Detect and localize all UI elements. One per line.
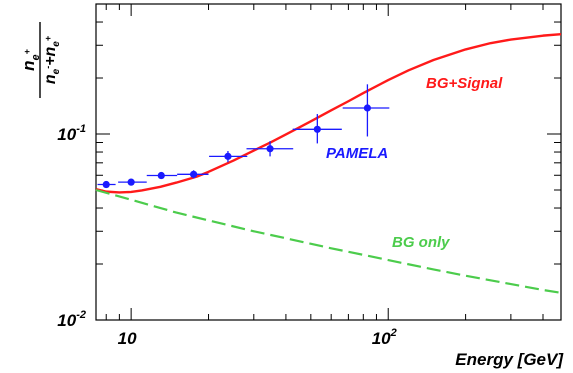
y-tick-label-base: 10 [57,311,76,330]
y-label-num-sup: + [22,48,32,54]
pamela-point [266,145,274,153]
x-tick-label-exponent: 2 [390,327,397,339]
pamela-point [102,180,110,189]
bg-only-line [95,188,562,294]
y-label-num-sub: e [30,54,42,60]
x-tick-label: 102 [372,327,397,348]
pamela-point [157,171,165,180]
pamela-point [190,170,198,178]
x-axis-label: Energy [GeV] [455,350,564,369]
y-tick-label: 10-2 [57,309,86,330]
y-tick-label-exponent: -1 [76,123,86,135]
x-tick-label: 10 [118,329,137,348]
x-tick-label-base: 10 [118,329,137,348]
plot-frame [95,3,562,321]
pamela-point [127,178,135,186]
y-tick-label-exponent: -2 [76,309,86,321]
series-group [95,33,562,294]
bg-signal-line [95,33,562,194]
y-label-den-plus: + [42,56,59,65]
pamela-points [97,84,390,189]
x-tick-label-base: 10 [372,329,391,348]
y-label-den-a-sub: e [51,68,62,74]
y-label-den-a-sup: - [43,66,53,69]
y-label-den-b-sup: + [43,35,53,41]
pamela-point [363,104,372,112]
pamela-point [224,152,232,160]
annotation-bg-signal: BG+Signal [426,75,503,92]
y-label-den-b: n [42,46,59,56]
pamela-point [313,125,321,133]
y-label-den-a: n [42,74,59,84]
y-axis-label: ne+ ne-+ne+ [19,22,62,98]
y-label-den-b-sub: e [51,41,62,47]
annotation-pamela: PAMELA [326,145,388,162]
svg-text:ne+: ne+ [19,48,42,71]
annotation-bg-only: BG only [392,234,450,251]
y-tick-label-base: 10 [57,125,76,144]
y-label-numerator: n [19,61,38,71]
svg-text:ne-+ne+: ne-+ne+ [42,35,62,84]
y-tick-label: 10-1 [57,123,86,144]
